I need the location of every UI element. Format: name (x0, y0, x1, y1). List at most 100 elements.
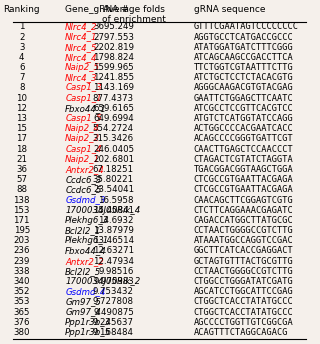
Text: CCTAACTGGGGCCGTCTTG: CCTAACTGGGGCCGTCTTG (194, 267, 294, 276)
Text: 1700034J05Rik_2: 1700034J05Rik_2 (65, 277, 140, 286)
Text: CTGGCTCACCTATATGCCC: CTGGCTCACCTATATGCCC (194, 308, 294, 316)
Text: 1241.855: 1241.855 (93, 73, 134, 82)
Text: GCTAGTGTTTACTGCGTTG: GCTAGTGTTTACTGCGTTG (194, 257, 294, 266)
Text: 14.6932: 14.6932 (99, 216, 134, 225)
Text: 376: 376 (13, 318, 30, 327)
Text: ATGTCTCATGGTATCCAGG: ATGTCTCATGGTATCCAGG (194, 114, 294, 123)
Text: 15: 15 (16, 124, 27, 133)
Text: 195: 195 (13, 226, 30, 235)
Text: 352: 352 (13, 287, 30, 296)
Text: Ccdc6_5: Ccdc6_5 (65, 185, 101, 194)
Text: CTGGCTCACCTATATGCCC: CTGGCTCACCTATATGCCC (194, 297, 294, 307)
Text: Ppp1r3b_5: Ppp1r3b_5 (65, 328, 111, 337)
Text: 9.490875: 9.490875 (93, 308, 134, 316)
Text: Nlrc4_1: Nlrc4_1 (65, 33, 98, 42)
Text: Ranking: Ranking (4, 5, 40, 14)
Text: gRNA sequence: gRNA sequence (194, 5, 265, 14)
Text: 138: 138 (13, 195, 30, 205)
Text: 2: 2 (19, 33, 25, 42)
Text: 15.40841: 15.40841 (93, 206, 134, 215)
Text: Average folds
of enrichment: Average folds of enrichment (102, 5, 166, 24)
Text: TGACGGACGGTAAGCTGGA: TGACGGACGGTAAGCTGGA (194, 165, 294, 174)
Text: 57: 57 (16, 175, 27, 184)
Text: 36: 36 (16, 165, 27, 174)
Text: Nlrc4_3: Nlrc4_3 (65, 73, 98, 82)
Text: GAATTCTGGAGCTTCAATC: GAATTCTGGAGCTTCAATC (194, 94, 294, 103)
Text: ATATGGATGATCTTTCGGG: ATATGGATGATCTTTCGGG (194, 43, 294, 52)
Text: 315.3426: 315.3426 (93, 135, 134, 143)
Text: 88: 88 (16, 185, 27, 194)
Text: CAACTTGAGCTCCAACCCT: CAACTTGAGCTCCAACCCT (194, 144, 294, 153)
Text: Nlrc4_2: Nlrc4_2 (65, 22, 98, 31)
Text: AGGGCAAGACGTGTACGAG: AGGGCAAGACGTGTACGAG (194, 84, 294, 93)
Text: ATCAGCAAGCCGACCTTCA: ATCAGCAAGCCGACCTTCA (194, 53, 294, 62)
Text: Fbxo44_4: Fbxo44_4 (65, 246, 107, 256)
Text: 236: 236 (13, 246, 30, 256)
Text: 153: 153 (13, 206, 30, 215)
Text: 9.98516: 9.98516 (99, 267, 134, 276)
Text: 17: 17 (16, 135, 27, 143)
Text: Gene_gRNA #: Gene_gRNA # (65, 5, 129, 14)
Text: Naip2_1: Naip2_1 (65, 155, 100, 164)
Text: 380: 380 (13, 328, 30, 337)
Text: Plekhg6_1: Plekhg6_1 (65, 236, 109, 245)
Text: 10: 10 (16, 94, 27, 103)
Text: Casp1_1: Casp1_1 (65, 94, 102, 103)
Text: Naip2_4: Naip2_4 (65, 124, 100, 133)
Text: Gm97_5: Gm97_5 (65, 297, 101, 307)
Text: 246.0405: 246.0405 (93, 144, 134, 153)
Text: 353: 353 (13, 297, 30, 307)
Text: 23.54041: 23.54041 (93, 185, 134, 194)
Text: 171: 171 (13, 216, 30, 225)
Text: Casp1_4: Casp1_4 (65, 144, 102, 153)
Text: 365: 365 (13, 308, 30, 316)
Text: AGCATCCTGGCATTCCGAG: AGCATCCTGGCATTCCGAG (194, 287, 294, 296)
Text: Bcl2l2_1: Bcl2l2_1 (65, 226, 101, 235)
Text: 9.727808: 9.727808 (93, 297, 134, 307)
Text: 1700034J05Rik_4: 1700034J05Rik_4 (65, 206, 140, 215)
Text: ACTGGCCCCACGAATCACC: ACTGGCCCCACGAATCACC (194, 124, 294, 133)
Text: 202.6801: 202.6801 (93, 155, 134, 164)
Text: Casp1_5: Casp1_5 (65, 114, 102, 123)
Text: TTCTGGTCGTAATTTCTTG: TTCTGGTCGTAATTTCTTG (194, 63, 294, 72)
Text: 2797.553: 2797.553 (93, 33, 134, 42)
Text: Ccdc6_3: Ccdc6_3 (65, 175, 101, 184)
Text: GGCTTCATCACCGAGGACT: GGCTTCATCACCGAGGACT (194, 246, 294, 256)
Text: Antxr2_2: Antxr2_2 (65, 257, 104, 266)
Text: 554.2724: 554.2724 (93, 124, 134, 133)
Text: 1798.824: 1798.824 (93, 53, 134, 62)
Text: Gsdmd_3: Gsdmd_3 (65, 195, 106, 205)
Text: CTGGCCTGGGATATCGATG: CTGGCCTGGGATATCGATG (194, 277, 294, 286)
Text: 3: 3 (19, 43, 25, 52)
Text: 13: 13 (16, 114, 27, 123)
Text: 338: 338 (13, 267, 30, 276)
Text: 1599.965: 1599.965 (93, 63, 134, 72)
Text: Gsdmd_4: Gsdmd_4 (65, 287, 106, 296)
Text: ACAGTTTCTAGGCAGACG: ACAGTTTCTAGGCAGACG (194, 328, 288, 337)
Text: 67.18251: 67.18251 (93, 165, 134, 174)
Text: 3695.249: 3695.249 (93, 22, 134, 31)
Text: CCTAACTGGGGCCGTCTTG: CCTAACTGGGGCCGTCTTG (194, 226, 294, 235)
Text: 8: 8 (19, 84, 25, 93)
Text: 21: 21 (16, 155, 27, 164)
Text: ATCTGCTCCTCTACACGTG: ATCTGCTCCTCTACACGTG (194, 73, 294, 82)
Text: Antxr2_4: Antxr2_4 (65, 165, 104, 174)
Text: 877.4373: 877.4373 (93, 94, 134, 103)
Text: CTCTTCAGGAAACGAGATC: CTCTTCAGGAAACGAGATC (194, 206, 294, 215)
Text: Gm97_4: Gm97_4 (65, 308, 101, 316)
Text: 340: 340 (13, 277, 30, 286)
Text: 13.46514: 13.46514 (93, 236, 134, 245)
Text: 4: 4 (19, 53, 25, 62)
Text: AGCCCCTGGTTGTCGGCGA: AGCCCCTGGTTGTCGGCGA (194, 318, 294, 327)
Text: 13.87979: 13.87979 (93, 226, 134, 235)
Text: CAACAGCTTCGGAGTCGTG: CAACAGCTTCGGAGTCGTG (194, 195, 294, 205)
Text: Plekhg6_3: Plekhg6_3 (65, 216, 109, 225)
Text: Fbxo44_1: Fbxo44_1 (65, 104, 107, 113)
Text: 203: 203 (13, 236, 30, 245)
Text: 9.245637: 9.245637 (93, 318, 134, 327)
Text: Casp1_3: Casp1_3 (65, 84, 102, 93)
Text: Bcl2l2_5: Bcl2l2_5 (65, 267, 101, 276)
Text: Naip2_5: Naip2_5 (65, 63, 100, 72)
Text: AGGTGCCTCATGACCGCCC: AGGTGCCTCATGACCGCCC (194, 33, 294, 42)
Text: Naip2_2: Naip2_2 (65, 135, 100, 143)
